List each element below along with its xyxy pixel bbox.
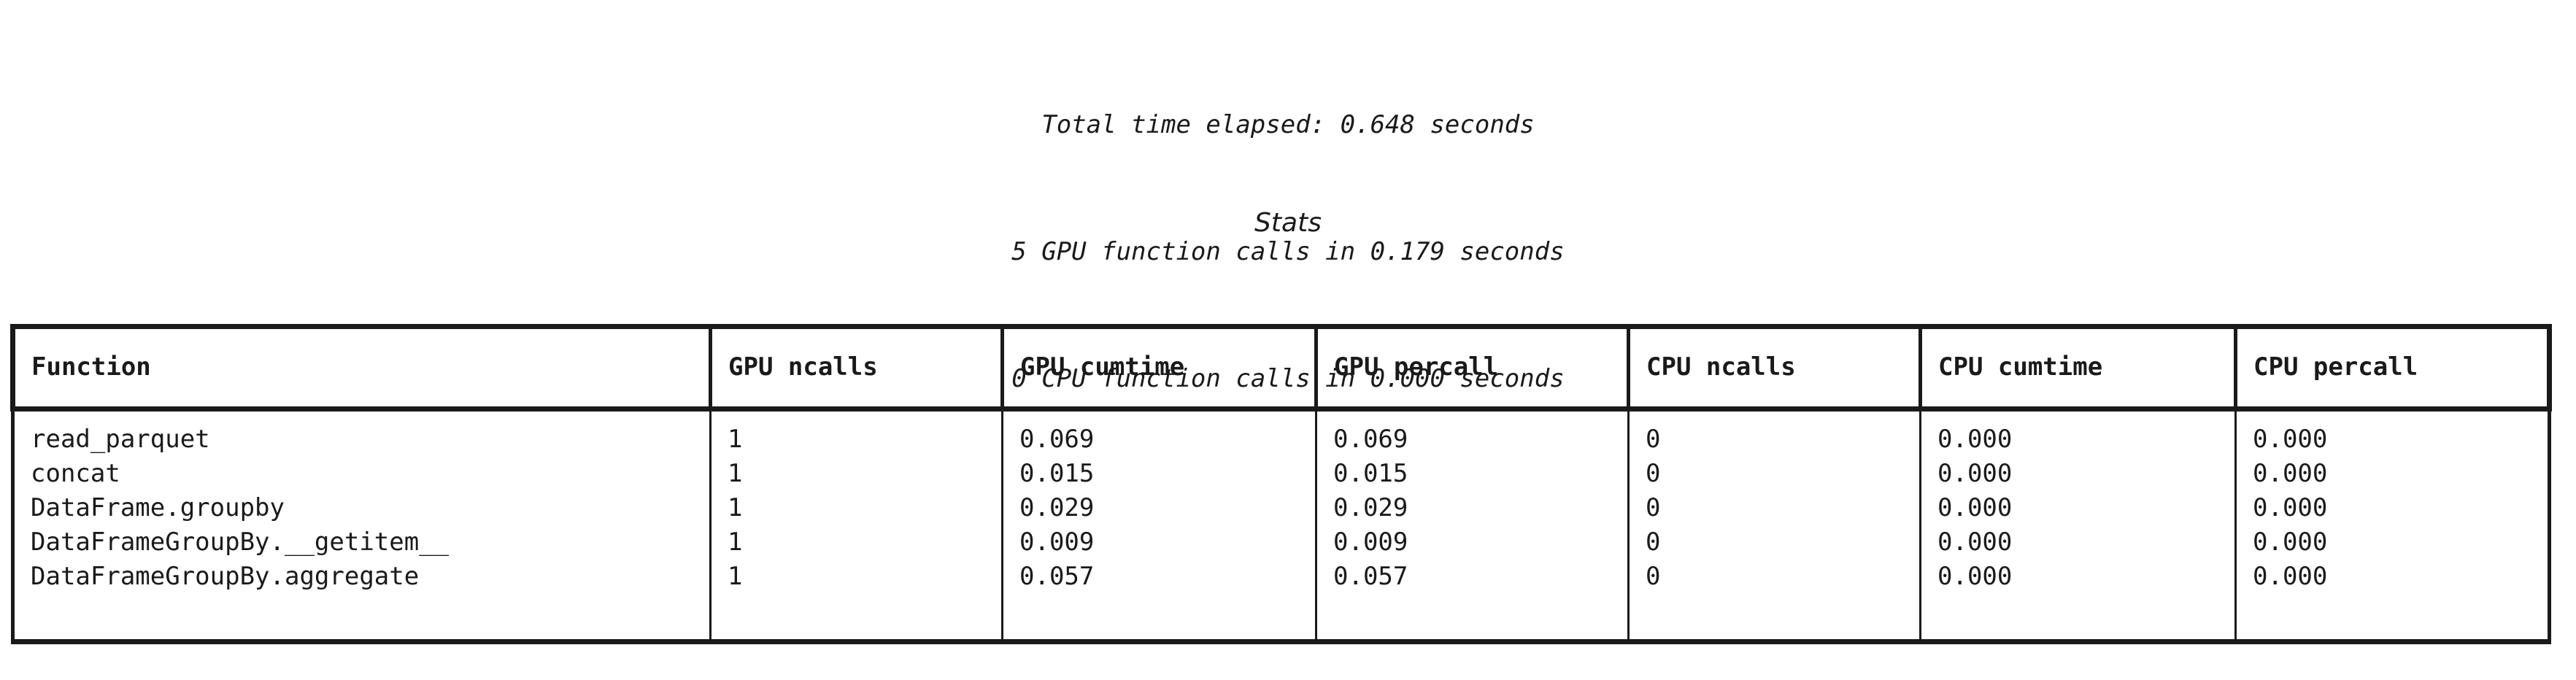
table-row: concat 1 0.015 0.015 0 0.000 0.000 xyxy=(11,457,2551,491)
summary-line-gpu-calls: 5 GPU function calls in 0.179 seconds xyxy=(1011,237,1565,266)
cell-gpu-cumtime: 0.015 xyxy=(1001,457,1316,491)
spacer-cell xyxy=(1919,594,2236,642)
table-bottom-rule-row xyxy=(12,639,2550,646)
column-header-gpu-cumtime[interactable]: GPU cumtime xyxy=(1000,324,1316,412)
cell-gpu-ncalls: 1 xyxy=(709,560,1003,594)
table-row: DataFrame.groupby 1 0.029 0.029 0 0.000 … xyxy=(11,491,2551,525)
cell-gpu-percall: 0.057 xyxy=(1315,560,1629,594)
spacer-cell xyxy=(11,594,711,642)
table-header-row: Function GPU ncalls GPU cumtime GPU perc… xyxy=(10,324,2552,412)
cell-gpu-cumtime: 0.069 xyxy=(1001,409,1316,457)
cell-cpu-cumtime: 0.000 xyxy=(1919,409,2236,457)
cell-cpu-percall: 0.000 xyxy=(2234,525,2551,560)
cell-gpu-ncalls: 1 xyxy=(709,409,1003,457)
cell-cpu-cumtime: 0.000 xyxy=(1919,457,2236,491)
cell-cpu-ncalls: 0 xyxy=(1627,457,1921,491)
cell-gpu-ncalls: 1 xyxy=(709,525,1003,560)
column-header-gpu-ncalls[interactable]: GPU ncalls xyxy=(709,324,1003,412)
cell-gpu-percall: 0.069 xyxy=(1315,409,1629,457)
cell-gpu-percall: 0.029 xyxy=(1315,491,1629,525)
stats-table-footer xyxy=(12,639,2550,646)
cell-function: DataFrameGroupBy.__getitem__ xyxy=(11,525,711,560)
spacer-cell xyxy=(1315,594,1629,642)
cell-cpu-cumtime: 0.000 xyxy=(1919,525,2236,560)
cell-cpu-ncalls: 0 xyxy=(1627,525,1921,560)
cell-cpu-ncalls: 0 xyxy=(1627,560,1921,594)
table-row: read_parquet 1 0.069 0.069 0 0.000 0.000 xyxy=(11,409,2551,457)
cell-gpu-cumtime: 0.029 xyxy=(1001,491,1316,525)
page-title: Stats xyxy=(1254,208,1322,238)
column-header-function[interactable]: Function xyxy=(10,324,711,412)
column-header-gpu-percall[interactable]: GPU percall xyxy=(1314,324,1629,412)
cell-function: DataFrameGroupBy.aggregate xyxy=(11,560,711,594)
stats-table: Function GPU ncalls GPU cumtime GPU perc… xyxy=(10,324,2552,646)
table-bottom-spacer xyxy=(11,594,2551,642)
cell-cpu-cumtime: 0.000 xyxy=(1919,560,2236,594)
column-header-cpu-percall[interactable]: CPU percall xyxy=(2234,324,2552,412)
stats-table-wrapper: Function GPU ncalls GPU cumtime GPU perc… xyxy=(10,324,2552,646)
stats-table-body: read_parquet 1 0.069 0.069 0 0.000 0.000… xyxy=(11,409,2551,642)
summary-line-total-time: Total time elapsed: 0.648 seconds xyxy=(1041,110,1535,139)
column-header-cpu-cumtime[interactable]: CPU cumtime xyxy=(1918,324,2236,412)
stats-table-header: Function GPU ncalls GPU cumtime GPU perc… xyxy=(10,324,2552,412)
column-header-cpu-ncalls[interactable]: CPU ncalls xyxy=(1627,324,1921,412)
spacer-cell xyxy=(1001,594,1316,642)
table-row: DataFrameGroupBy.__getitem__ 1 0.009 0.0… xyxy=(11,525,2551,560)
cell-function: concat xyxy=(11,457,711,491)
cell-gpu-cumtime: 0.009 xyxy=(1001,525,1316,560)
cell-gpu-ncalls: 1 xyxy=(709,457,1003,491)
spacer-cell xyxy=(1627,594,1921,642)
cell-cpu-percall: 0.000 xyxy=(2234,457,2551,491)
table-bottom-rule xyxy=(12,639,2550,646)
cell-gpu-percall: 0.009 xyxy=(1315,525,1629,560)
cell-cpu-percall: 0.000 xyxy=(2234,560,2551,594)
cell-cpu-percall: 0.000 xyxy=(2234,409,2551,457)
cell-gpu-ncalls: 1 xyxy=(709,491,1003,525)
cell-function: read_parquet xyxy=(11,409,711,457)
cell-cpu-ncalls: 0 xyxy=(1627,491,1921,525)
cell-function: DataFrame.groupby xyxy=(11,491,711,525)
cell-gpu-percall: 0.015 xyxy=(1315,457,1629,491)
spacer-cell xyxy=(709,594,1003,642)
cell-cpu-percall: 0.000 xyxy=(2234,491,2551,525)
table-row: DataFrameGroupBy.aggregate 1 0.057 0.057… xyxy=(11,560,2551,594)
cell-gpu-cumtime: 0.057 xyxy=(1001,560,1316,594)
spacer-cell xyxy=(2234,594,2551,642)
cell-cpu-ncalls: 0 xyxy=(1627,409,1921,457)
cell-cpu-cumtime: 0.000 xyxy=(1919,491,2236,525)
